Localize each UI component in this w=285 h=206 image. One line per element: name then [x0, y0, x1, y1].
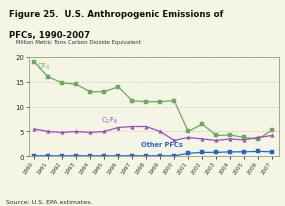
- Text: Other PFCs: Other PFCs: [141, 142, 182, 148]
- Text: Source: U.S. EPA estimates.: Source: U.S. EPA estimates.: [6, 199, 92, 204]
- Text: CF$_4$: CF$_4$: [37, 62, 51, 72]
- Text: C$_2$F$_6$: C$_2$F$_6$: [101, 115, 119, 125]
- Text: Million Metric Tons Carbon Dioxide Equivalent: Million Metric Tons Carbon Dioxide Equiv…: [16, 40, 141, 45]
- Text: PFCs, 1990-2007: PFCs, 1990-2007: [9, 31, 90, 40]
- Text: Figure 25.  U.S. Anthropogenic Emissions of: Figure 25. U.S. Anthropogenic Emissions …: [9, 10, 223, 19]
